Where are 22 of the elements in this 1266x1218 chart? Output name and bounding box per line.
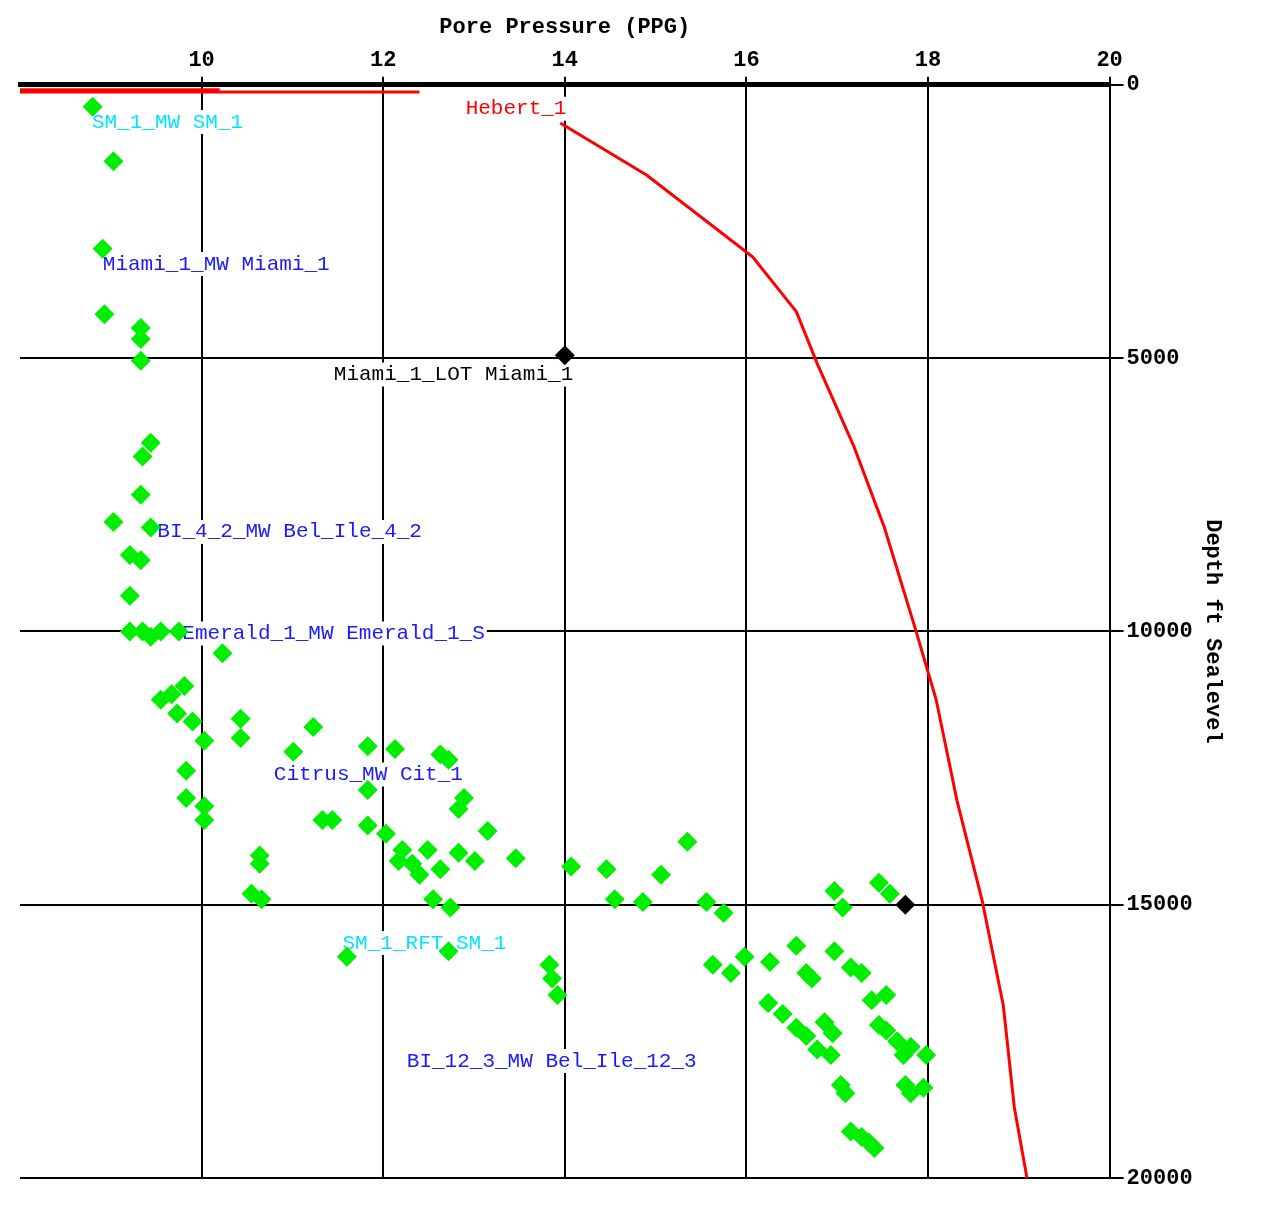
y-tick-label: 10000 bbox=[1126, 618, 1193, 644]
x-axis-title: Pore Pressure (PPG) bbox=[439, 14, 691, 40]
y-tick-label: 5000 bbox=[1126, 345, 1180, 371]
annotation: Hebert_1 bbox=[465, 97, 567, 121]
x-tick-label: 10 bbox=[188, 48, 215, 74]
x-tick-label: 12 bbox=[369, 48, 397, 74]
x-tick-label: 18 bbox=[914, 48, 942, 74]
y-tick-label: 20000 bbox=[1126, 1165, 1193, 1191]
annotation: Emerald_1_MW Emerald_1_S bbox=[182, 622, 485, 646]
annotation: BI_12_3_MW Bel_Ile_12_3 bbox=[406, 1049, 697, 1073]
annotation: BI_4_2_MW Bel_Ile_4_2 bbox=[157, 520, 422, 544]
annotation: Citrus_MW Cit_1 bbox=[273, 763, 463, 787]
y-tick-label: 0 bbox=[1126, 72, 1140, 98]
x-tick-label: 20 bbox=[1096, 48, 1123, 74]
x-tick-label: 16 bbox=[733, 48, 760, 74]
annotation: SM_1_RFT SM_1 bbox=[342, 931, 507, 955]
annotation: SM_1_MW SM_1 bbox=[91, 110, 244, 134]
annotation: Miami_1_MW Miami_1 bbox=[102, 252, 330, 276]
y-tick-label: 15000 bbox=[1126, 892, 1193, 918]
x-tick-label: 14 bbox=[551, 48, 578, 74]
annotation: Miami_1_LOT Miami_1 bbox=[333, 363, 574, 387]
y-axis-title: Depth ft Sealevel bbox=[1200, 519, 1226, 744]
